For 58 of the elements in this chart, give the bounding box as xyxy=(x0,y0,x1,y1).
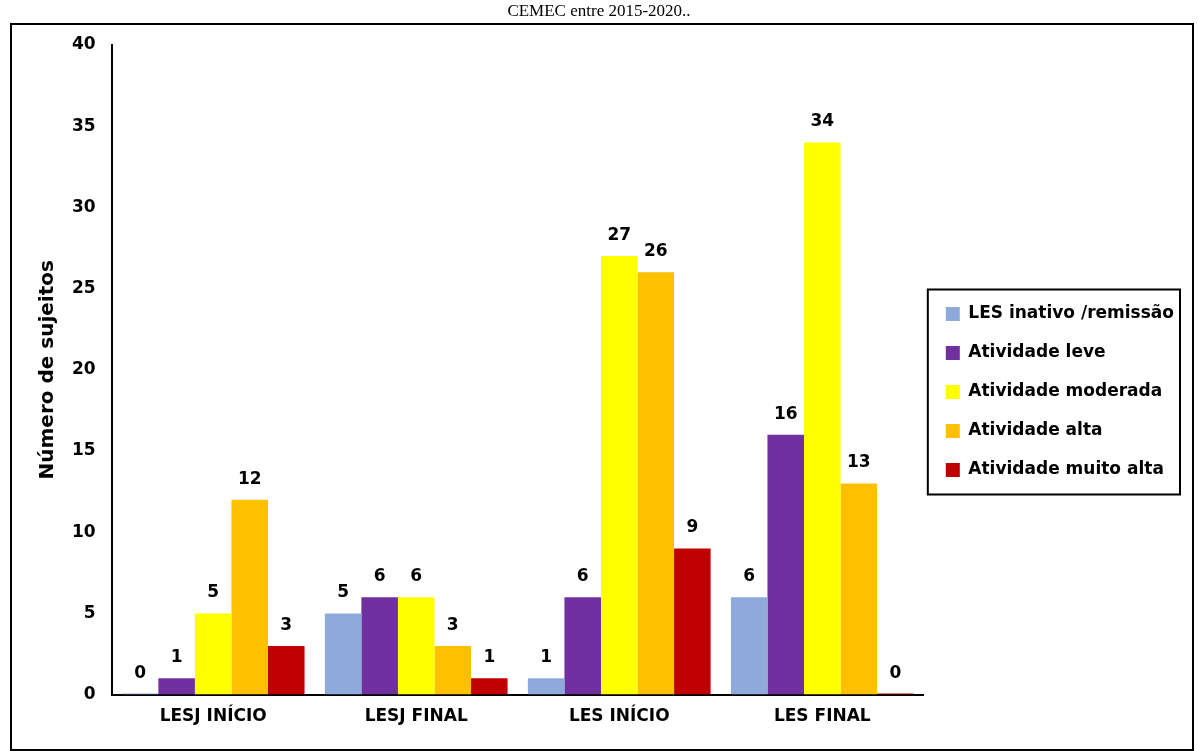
data-label: 13 xyxy=(847,451,871,472)
y-tick-label: 30 xyxy=(71,195,96,216)
x-tick-label: LES FINAL xyxy=(773,705,871,726)
bar xyxy=(564,597,601,695)
y-tick-label: 35 xyxy=(71,114,96,135)
data-label: 6 xyxy=(410,565,423,586)
data-label: 3 xyxy=(280,613,293,634)
bar xyxy=(194,613,232,695)
bar xyxy=(397,597,435,695)
y-tick-label: 5 xyxy=(83,601,96,622)
legend-label: Atividade leve xyxy=(968,341,1106,362)
data-label: 0 xyxy=(889,661,902,682)
legend-label: Atividade muito alta xyxy=(968,458,1164,479)
data-label: 5 xyxy=(337,581,350,602)
bar xyxy=(637,272,675,695)
data-label: 34 xyxy=(810,110,835,131)
y-tick-label: 15 xyxy=(71,439,96,460)
bar xyxy=(231,499,268,695)
bar xyxy=(730,597,768,695)
bar xyxy=(527,678,565,695)
data-label: 0 xyxy=(134,661,147,682)
data-label: 6 xyxy=(373,565,386,586)
y-tick-label: 0 xyxy=(83,683,96,704)
bar xyxy=(767,434,805,695)
data-label: 6 xyxy=(576,565,589,586)
y-axis-title: Número de sujeitos xyxy=(34,260,59,480)
data-label: 9 xyxy=(686,516,699,537)
data-label: 3 xyxy=(446,613,459,634)
data-label: 12 xyxy=(237,467,262,488)
data-label: 16 xyxy=(773,402,798,423)
chart-title: CEMEC entre 2015-2020.. xyxy=(506,1,692,21)
y-tick-label: 10 xyxy=(71,520,96,541)
y-tick-label: 20 xyxy=(71,358,96,379)
legend-label: LES inativo /remissão xyxy=(968,302,1175,323)
bar xyxy=(324,613,362,695)
bar xyxy=(268,645,305,695)
legend-label: Atividade moderada xyxy=(968,380,1163,401)
x-tick-label: LES INÍCIO xyxy=(568,704,670,726)
data-label: 27 xyxy=(607,224,632,245)
y-tick-label: 25 xyxy=(71,277,96,298)
data-label: 5 xyxy=(207,581,220,602)
bar xyxy=(434,645,472,695)
bar xyxy=(840,483,878,695)
y-tick-label: 40 xyxy=(71,33,96,54)
x-tick-label: LESJ FINAL xyxy=(364,705,468,726)
data-label: 1 xyxy=(540,646,553,667)
data-label: 1 xyxy=(483,646,496,667)
bar xyxy=(471,678,508,695)
data-label: 1 xyxy=(170,646,183,667)
x-tick-label: LESJ INÍCIO xyxy=(159,704,267,726)
bar xyxy=(600,256,638,695)
bar xyxy=(674,548,711,695)
bar xyxy=(361,597,398,695)
legend-label: Atividade alta xyxy=(968,419,1103,440)
data-label: 6 xyxy=(743,565,756,586)
bar xyxy=(804,142,841,695)
data-label: 26 xyxy=(643,240,668,261)
bar xyxy=(158,678,195,695)
